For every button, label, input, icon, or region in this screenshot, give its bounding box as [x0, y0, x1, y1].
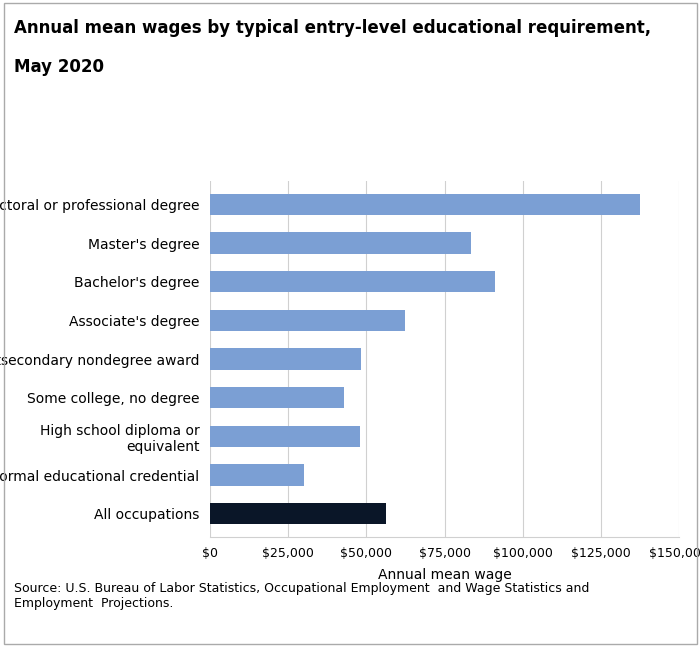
- Bar: [210, 232, 471, 254]
- Bar: [210, 503, 386, 525]
- Bar: [210, 349, 360, 369]
- Bar: [210, 271, 496, 292]
- Bar: [210, 310, 405, 331]
- Text: May 2020: May 2020: [14, 58, 104, 76]
- Text: Source: U.S. Bureau of Labor Statistics, Occupational Employment  and Wage Stati: Source: U.S. Bureau of Labor Statistics,…: [14, 582, 589, 610]
- Bar: [210, 193, 640, 215]
- Text: Annual mean wages by typical entry-level educational requirement,: Annual mean wages by typical entry-level…: [14, 19, 651, 38]
- Bar: [210, 387, 344, 408]
- X-axis label: Annual mean wage: Annual mean wage: [377, 568, 512, 582]
- Bar: [210, 426, 360, 447]
- Bar: [210, 465, 304, 486]
